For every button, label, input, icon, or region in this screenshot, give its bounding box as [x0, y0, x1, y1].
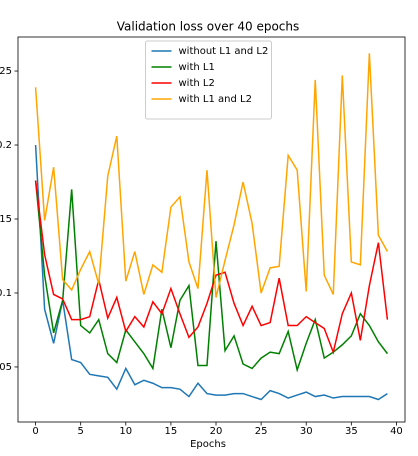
x-tick-label: 35 [345, 426, 358, 437]
x-tick-label: 5 [78, 426, 84, 437]
y-tick-label: 0.1 [0, 288, 12, 299]
x-tick-label: 20 [210, 426, 223, 437]
x-tick-label: 30 [300, 426, 313, 437]
x-tick-label: 15 [165, 426, 178, 437]
series-line [34, 180, 389, 355]
x-tick-label: 40 [390, 426, 403, 437]
series-line [34, 180, 389, 373]
series-line [34, 144, 388, 401]
x-tick-label: 25 [255, 426, 268, 437]
series-line [34, 53, 389, 298]
x-tick-label: 10 [119, 426, 132, 437]
y-tick-label: 0.05 [0, 362, 12, 373]
x-axis-label: Epochs [190, 439, 226, 450]
y-tick-label: 0.15 [0, 214, 12, 225]
legend-label: with L1 [179, 62, 215, 73]
y-tick-label: 0.2 [0, 140, 12, 151]
x-tick-label: 0 [32, 426, 38, 437]
legend-label: with L1 and L2 [179, 94, 252, 105]
legend-label: with L2 [179, 78, 215, 89]
legend-label: without L1 and L2 [179, 46, 269, 57]
chart-title: Validation loss over 40 epochs [117, 20, 300, 34]
y-tick-label: 0.25 [0, 66, 12, 77]
legend-box [145, 40, 272, 120]
plot-frame [17, 36, 406, 423]
